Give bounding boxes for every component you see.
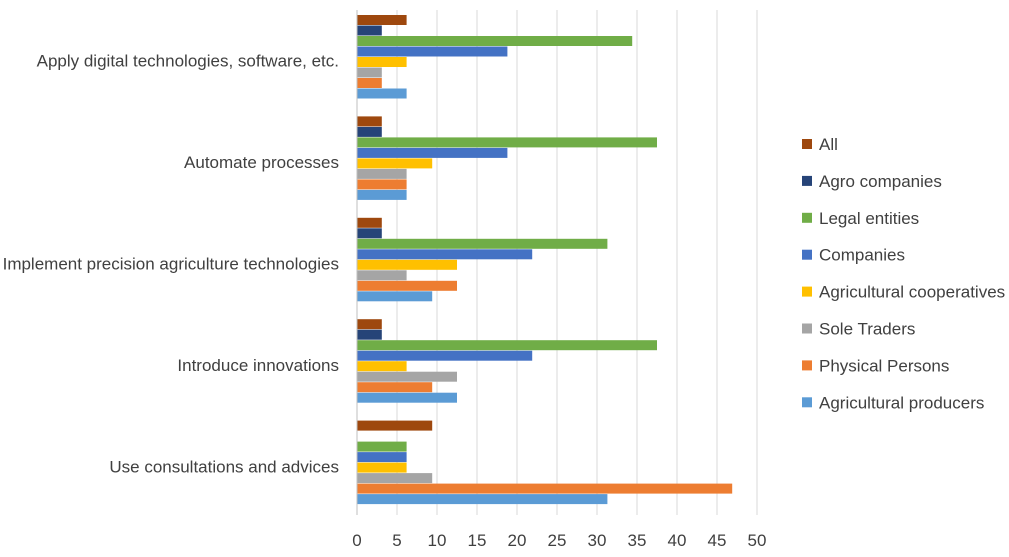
bar: [357, 126, 382, 137]
bar: [357, 116, 382, 127]
legend-swatch: [802, 397, 812, 408]
bar: [357, 78, 382, 88]
legend-label: Agricultural producers: [819, 393, 984, 412]
bar: [357, 291, 433, 302]
category-label: Introduce innovations: [177, 356, 339, 375]
x-tick-label: 0: [352, 531, 361, 550]
legend-label: Agro companies: [819, 172, 942, 191]
bar: [357, 228, 382, 239]
legend-label: Sole Traders: [819, 320, 915, 339]
bar: [357, 25, 382, 36]
x-tick-labels: 0 5 10 15 20 25 30 35 40 45 50: [352, 531, 766, 550]
bar: [357, 483, 733, 494]
category-label: Automate processes: [184, 153, 339, 172]
category-labels: Apply digital technologies, software, et…: [3, 52, 339, 477]
bar: [357, 67, 382, 78]
bar: [357, 340, 657, 351]
legend-item: Companies: [802, 246, 905, 265]
bar: [357, 217, 382, 228]
category-label: Implement precision agriculture technolo…: [3, 255, 339, 274]
gridlines: [396, 10, 758, 515]
category-label: Use consultations and advices: [109, 457, 339, 476]
legend-item: Physical Persons: [802, 356, 949, 375]
bar: [357, 371, 457, 382]
x-tick-label: 50: [748, 531, 767, 550]
category-label: Apply digital technologies, software, et…: [37, 52, 339, 71]
legend-swatch: [802, 249, 812, 260]
bar: [357, 57, 407, 67]
bar: [357, 46, 508, 57]
x-tick-label: 25: [548, 531, 567, 550]
legend-item: Agricultural producers: [802, 393, 984, 412]
bars: [357, 15, 733, 505]
bar: [357, 319, 382, 330]
legend-swatch: [802, 360, 812, 371]
bar: [357, 392, 457, 403]
legend-item: Agricultural cooperatives: [802, 283, 1005, 302]
x-tick-label: 45: [708, 531, 727, 550]
x-tick-label: 10: [428, 531, 447, 550]
bar: [357, 420, 433, 431]
bar: [357, 36, 633, 46]
bar: [357, 158, 433, 169]
bar: [357, 329, 382, 340]
x-tick-label: 40: [668, 531, 687, 550]
legend-label: Agricultural cooperatives: [819, 283, 1005, 302]
bar: [357, 189, 407, 200]
bar: [357, 147, 508, 158]
x-tick-label: 5: [392, 531, 401, 550]
bar: [357, 441, 407, 452]
bar: [357, 259, 457, 270]
bar: [357, 280, 457, 291]
bar: [357, 462, 407, 473]
legend-label: All: [819, 135, 838, 154]
bar: [357, 179, 407, 190]
x-tick-label: 15: [468, 531, 487, 550]
x-tick-label: 35: [628, 531, 647, 550]
bar: [357, 494, 608, 505]
bar: [357, 270, 407, 281]
legend-item: All: [802, 135, 838, 154]
bar: [357, 15, 407, 25]
legend-swatch: [802, 286, 812, 297]
x-tick-label: 30: [588, 531, 607, 550]
bar: [357, 382, 433, 393]
legend-item: Sole Traders: [802, 320, 915, 339]
x-tick-label: 20: [508, 531, 527, 550]
bar: [357, 88, 407, 99]
legend-item: Agro companies: [802, 172, 942, 191]
bar: [357, 350, 533, 361]
bar: [357, 452, 407, 463]
legend-swatch: [802, 323, 812, 334]
legend-swatch: [802, 212, 812, 223]
legend-item: Legal entities: [802, 209, 919, 228]
legend-label: Companies: [819, 246, 905, 265]
bar: [357, 361, 407, 372]
legend: All Agro companies Legal entities Companies…: [802, 135, 1005, 412]
legend-swatch: [802, 175, 812, 186]
legend-label: Legal entities: [819, 209, 919, 228]
bar: [357, 249, 533, 260]
legend-swatch: [802, 139, 812, 149]
bar: [357, 168, 407, 179]
bar: [357, 473, 433, 484]
legend-label: Physical Persons: [819, 356, 949, 375]
bar: [357, 238, 608, 249]
bar: [357, 137, 657, 148]
